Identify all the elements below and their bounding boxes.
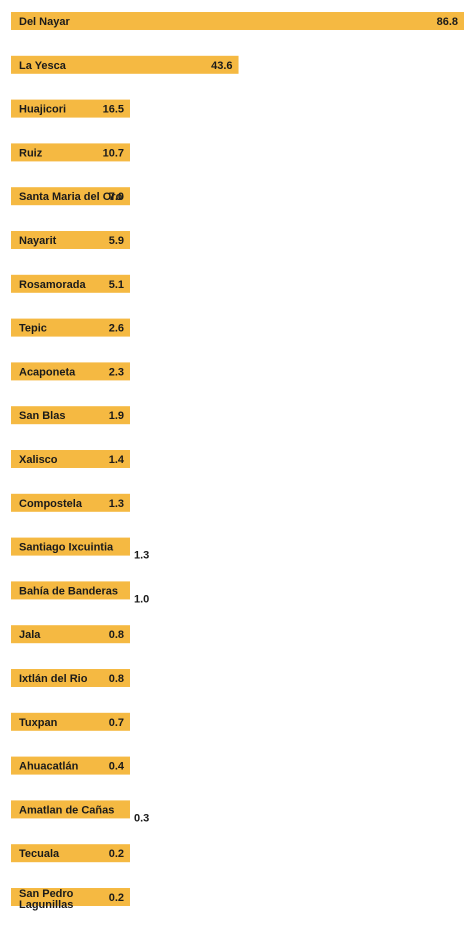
bar: [11, 844, 130, 863]
value-label: 1.3: [134, 550, 149, 562]
value-label: 86.8: [437, 16, 458, 28]
category-label: Ahuacatlán: [19, 761, 79, 773]
value-label: 1.0: [134, 593, 149, 605]
bar: [11, 450, 130, 468]
bar: [11, 231, 130, 249]
value-label: 0.8: [109, 673, 124, 685]
bar: [11, 888, 130, 906]
category-label: Tuxpan: [19, 717, 58, 729]
value-label: 5.1: [109, 279, 124, 291]
category-label: Huajicori: [19, 104, 66, 116]
category-label: Bahía de Banderas: [19, 585, 118, 597]
bars-group: Del Nayar 86.8 La Yesca 43.6 Huajicori 16.5 Ru…: [11, 12, 464, 911]
value-label: 5.9: [109, 235, 124, 247]
category-label: Santa Maria del Oro: [19, 191, 123, 203]
bar: [11, 187, 130, 206]
category-label: Del Nayar: [19, 16, 70, 28]
category-label: Santiago Ixcuintia: [19, 542, 114, 554]
bar: [11, 99, 130, 118]
value-label: 0.8: [109, 629, 124, 641]
bar: [11, 493, 130, 512]
value-label: 1.9: [109, 410, 124, 422]
value-label: 0.2: [109, 848, 124, 860]
category-label: La Yesca: [19, 60, 67, 72]
category-label: Xalisco: [19, 454, 58, 466]
category-label: Tecuala: [19, 848, 60, 860]
category-label: Acaponeta: [19, 366, 76, 378]
bar: [11, 537, 130, 556]
value-label: 0.2: [109, 892, 124, 904]
category-label: Jala: [19, 629, 41, 641]
category-label: Amatlan de Cañas: [19, 804, 114, 816]
value-label: 2.6: [109, 323, 124, 335]
value-label: 43.6: [211, 60, 232, 72]
bar: [11, 712, 130, 731]
value-label: 16.5: [103, 104, 124, 116]
bar: [11, 143, 130, 162]
category-label: Rosamorada: [19, 279, 87, 291]
value-label: 1.3: [109, 498, 124, 510]
bar: [11, 756, 130, 775]
category-label: Ixtlán del Rio: [19, 673, 88, 685]
bar: [11, 669, 130, 687]
value-label: 0.3: [134, 812, 149, 824]
category-label: Tepic: [19, 323, 47, 335]
category-label: Nayarit: [19, 235, 57, 247]
category-label: Compostela: [19, 498, 83, 510]
category-label: San Pedro Lagunillas: [19, 888, 74, 911]
bar: [11, 581, 130, 600]
value-label: 10.7: [103, 147, 124, 159]
bar: [11, 625, 130, 644]
value-label: 0.4: [109, 761, 125, 773]
bar: [11, 800, 130, 819]
value-label: 2.3: [109, 366, 124, 378]
bar: [11, 55, 239, 74]
bar: [11, 12, 464, 30]
value-label: 1.4: [109, 454, 125, 466]
bar: [11, 406, 130, 425]
category-label: San Blas: [19, 410, 65, 422]
bar: [11, 274, 130, 293]
value-label: 7.0: [109, 191, 124, 203]
bar: [11, 362, 130, 381]
category-label: Ruiz: [19, 147, 43, 159]
value-label: 0.7: [109, 717, 124, 729]
bar: [11, 318, 130, 337]
